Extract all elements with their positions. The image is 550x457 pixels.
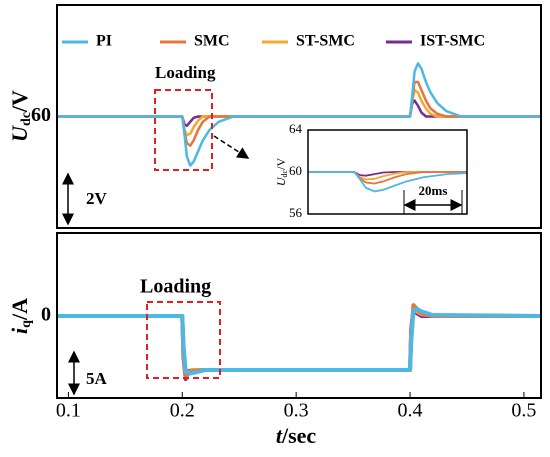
x-tick-label: 0.1	[56, 400, 81, 422]
annotation: Loading	[140, 276, 211, 298]
y-label-main: U	[274, 176, 288, 186]
legend-label: IST-SMC	[420, 33, 485, 50]
annotation: 2V	[86, 189, 108, 208]
y-label-sub: dc	[280, 169, 289, 177]
x-tick-label: 0.3	[284, 400, 309, 422]
series-line	[57, 80, 541, 147]
legend-label: SMC	[194, 33, 230, 50]
y-tick-label: 0	[41, 304, 51, 326]
x-label-main: t	[276, 423, 283, 448]
top-frame	[56, 4, 542, 229]
x-label-unit: /sec	[281, 423, 316, 448]
bottom-frame	[56, 232, 542, 399]
y-label-unit: /V	[7, 90, 32, 113]
annotation: 20ms	[419, 183, 448, 198]
y-axis-label: iq/A	[7, 298, 34, 334]
y-label-unit: /A	[7, 298, 32, 321]
legend-label: PI	[96, 33, 112, 50]
loading-box	[154, 89, 213, 171]
inset-y-axis-label: Udc/V	[274, 158, 289, 187]
y-label-main: U	[7, 125, 32, 142]
x-tick-label: 0.2	[170, 400, 195, 422]
y-axis-label: Udc/V	[7, 90, 34, 142]
y-label-sub: dc	[19, 112, 34, 126]
y-label-sub: q	[19, 320, 34, 328]
y-tick-label: 56	[289, 205, 303, 220]
y-tick-label: 60	[31, 104, 51, 126]
y-tick-label: 60	[289, 163, 302, 178]
x-axis-label: t/sec	[276, 423, 317, 448]
series-line	[57, 62, 541, 167]
bottom-panel: 0 0.1 0.2 0.3 0.4 0.5	[41, 303, 542, 422]
series-line	[57, 306, 542, 376]
y-label-main: i	[7, 327, 32, 334]
annotation: Loading	[155, 63, 216, 82]
x-tick-label: 0.4	[398, 400, 423, 422]
x-tick-label: 0.5	[511, 400, 536, 422]
y-label-unit: /V	[274, 158, 288, 170]
series-line	[308, 171, 468, 193]
inset-panel: 56 60 64	[289, 121, 468, 220]
annotation: 5A	[86, 369, 108, 388]
legend-label: ST-SMC	[296, 33, 355, 50]
zoom-arrow	[213, 135, 250, 159]
top-panel: 60 PI SMC ST-SMC IST-SMC	[31, 33, 541, 167]
y-tick-label: 64	[289, 121, 303, 136]
loading-box	[146, 301, 221, 379]
inset-frame	[307, 129, 468, 215]
